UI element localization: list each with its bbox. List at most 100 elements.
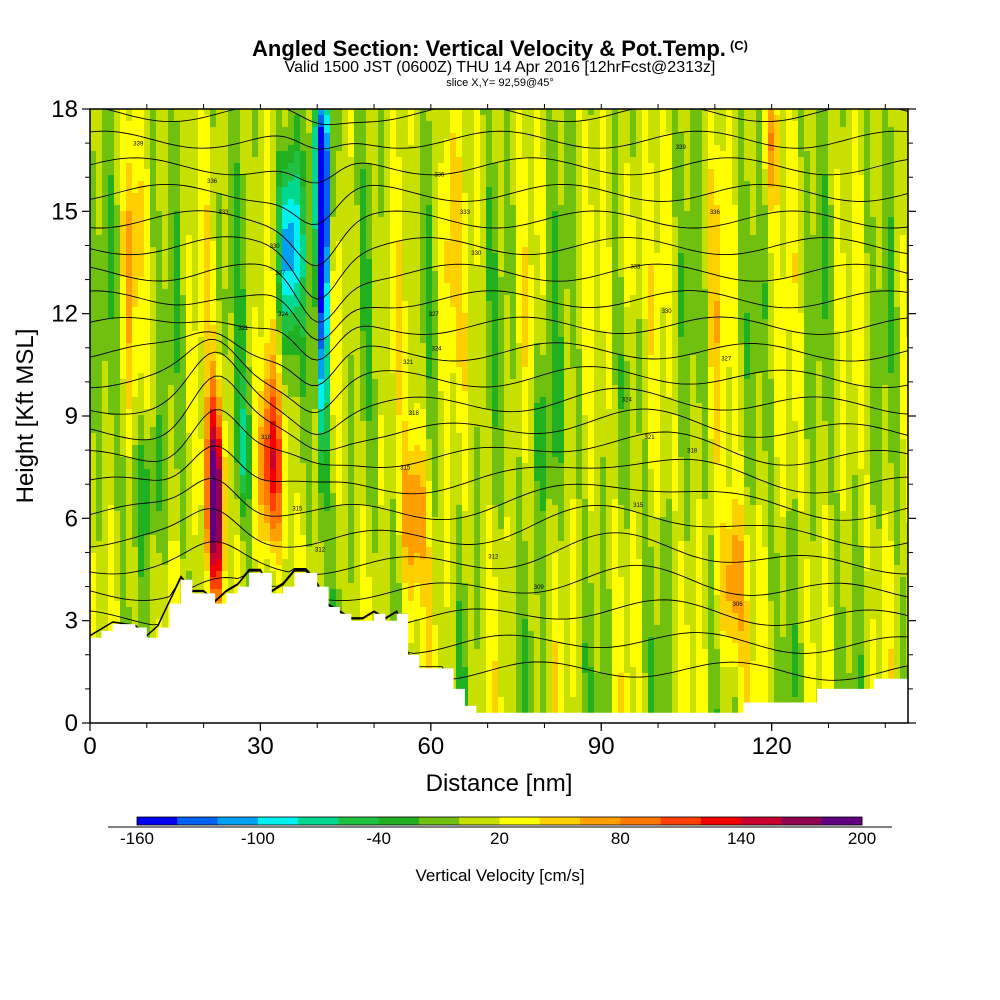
theta-contour-label: 330 (471, 251, 482, 257)
y-tick-label: 3 (65, 608, 78, 635)
theta-contours (90, 109, 908, 681)
theta-contour-label: 318 (261, 435, 272, 441)
theta-contour (90, 183, 908, 225)
colorbar-swatch (177, 817, 218, 825)
y-tick-label: 0 (65, 710, 78, 737)
colorbar-swatch (781, 817, 823, 825)
theta-contour (90, 375, 908, 452)
theta-contour-label: 324 (622, 397, 633, 403)
theta-contour-label: 336 (434, 172, 445, 178)
colorbar-swatch (459, 817, 500, 825)
theta-contour-label: 321 (238, 326, 249, 332)
theta-contour (90, 331, 908, 387)
theta-contour (90, 570, 908, 681)
theta-contour (90, 210, 908, 267)
theta-contour-label: 324 (432, 346, 443, 352)
colorbar-swatch (137, 817, 178, 825)
theta-contour-label: 327 (429, 312, 440, 318)
colorbar-swatch (378, 817, 420, 825)
theta-contour-label: 327 (721, 357, 732, 363)
colorbar: -160 -100 -40 20 80 140 200 (108, 816, 892, 848)
colorbar-swatch (418, 817, 460, 825)
colorbar-tick-label: 20 (490, 829, 509, 848)
colorbar-swatch (499, 817, 541, 825)
theta-contour (90, 263, 908, 323)
colorbar-swatch (821, 817, 863, 825)
theta-contour-label: 339 (676, 145, 687, 151)
colorbar-swatch (257, 817, 299, 825)
theta-contour-labels: 339 336 333 330 327 324 321 318 315 312 336 333 330 3… (133, 142, 743, 608)
colorbar-label: Vertical Velocity [cm/s] (415, 866, 584, 885)
theta-contour-label: 315 (292, 507, 303, 513)
y-axis-label: Height [Kft MSL] (12, 329, 39, 504)
colorbar-swatch (620, 817, 662, 825)
theta-contour-label: 333 (630, 264, 641, 270)
colorbar-swatch (338, 817, 380, 825)
theta-contour (90, 504, 908, 548)
theta-contour-label: 315 (400, 466, 411, 472)
x-tick-label: 0 (83, 733, 96, 760)
theta-contour-label: 324 (278, 312, 289, 318)
theta-contour-label: 336 (710, 210, 721, 216)
chart-title: Angled Section: Vertical Velocity & Pot.… (252, 36, 748, 61)
colorbar-swatch (660, 817, 702, 825)
theta-contour-label: 318 (409, 411, 420, 417)
theta-contour-label: 330 (270, 244, 281, 250)
x-tick-label: 30 (247, 733, 274, 760)
theta-contour (90, 351, 908, 436)
x-tick-label: 120 (752, 733, 792, 760)
colorbar-tick-label: 200 (848, 829, 876, 848)
y-tick-label: 12 (51, 301, 78, 328)
chart-subtitle-valid: Valid 1500 JST (0600Z) THU 14 Apr 2016 [… (284, 59, 716, 76)
colorbar-tick-label: 140 (727, 829, 755, 848)
theta-contour (90, 532, 908, 575)
theta-contour-label: 318 (687, 449, 698, 455)
theta-contour (90, 157, 908, 184)
y-axis: 0 3 6 9 12 15 18 (51, 96, 916, 737)
x-axis-label: Distance [nm] (426, 770, 573, 797)
theta-contour (90, 477, 908, 521)
theta-contour-label: 333 (218, 210, 229, 216)
y-tick-label: 15 (51, 198, 78, 225)
x-axis: 0 30 60 90 120 (83, 104, 886, 760)
theta-contour-label: 309 (534, 585, 545, 591)
theta-contour (90, 290, 908, 341)
colorbar-swatch (298, 817, 339, 825)
colorbar-tick-label: -40 (366, 829, 391, 848)
theta-contour (90, 316, 908, 361)
colorbar-tick-label: -100 (241, 829, 275, 848)
theta-contour-label: 321 (645, 435, 656, 441)
theta-contour-label: 339 (133, 142, 144, 148)
theta-contour (90, 564, 908, 602)
terrain-mask (90, 572, 908, 723)
theta-contour-label: 336 (207, 179, 218, 185)
colorbar-tick-label: 80 (611, 829, 630, 848)
colorbar-swatch (580, 817, 621, 825)
y-tick-label: 6 (65, 505, 78, 532)
colorbar-swatch (217, 817, 259, 825)
theta-contour (103, 109, 908, 126)
theta-contour (90, 236, 908, 300)
y-tick-label: 18 (51, 96, 78, 123)
terrain (90, 572, 908, 723)
colorbar-swatch (741, 817, 782, 825)
theta-contour (90, 409, 908, 468)
theta-contour (90, 445, 908, 495)
colorbar-swatch (539, 817, 581, 825)
theta-contour (90, 339, 908, 413)
theta-contour-label: 315 (633, 503, 644, 509)
theta-contour-label: 330 (662, 309, 673, 315)
theta-contour-label: 321 (403, 360, 414, 366)
x-tick-label: 90 (588, 733, 615, 760)
x-tick-label: 60 (417, 733, 444, 760)
theta-contour-label: 327 (275, 271, 286, 277)
theta-contour-label: 333 (460, 210, 471, 216)
theta-contour (90, 130, 908, 150)
chart-subtitle-slice: slice X,Y= 92,59@45° (446, 77, 554, 89)
theta-contour (90, 570, 908, 654)
theta-contour-label: 312 (488, 554, 499, 560)
theta-contour-label: 306 (733, 602, 744, 608)
y-tick-label: 9 (65, 403, 78, 430)
theta-contour (90, 569, 908, 626)
